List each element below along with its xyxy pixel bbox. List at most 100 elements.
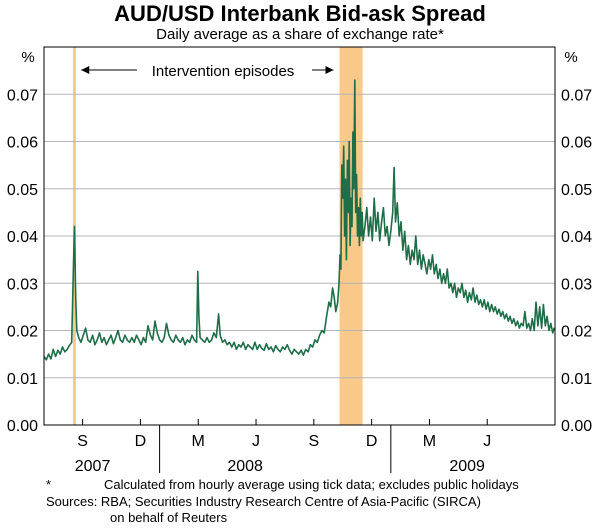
data-point xyxy=(402,249,404,251)
data-point xyxy=(346,159,348,161)
data-point xyxy=(286,344,288,346)
data-point xyxy=(470,299,472,301)
data-point xyxy=(254,341,256,343)
data-point xyxy=(529,329,532,332)
data-point xyxy=(163,337,165,339)
footnote-method-text: Calculated from hourly average using tic… xyxy=(104,477,519,492)
data-point xyxy=(256,348,258,350)
y-tick-label-right: 0.07 xyxy=(561,87,592,104)
data-point xyxy=(426,273,428,275)
data-point xyxy=(75,296,77,298)
data-point xyxy=(57,349,59,351)
data-point xyxy=(92,334,94,336)
data-point xyxy=(247,344,249,346)
data-point xyxy=(494,306,496,308)
data-point xyxy=(450,282,452,284)
data-point xyxy=(340,268,342,270)
data-point xyxy=(386,225,388,228)
data-point xyxy=(337,301,339,303)
data-point xyxy=(377,211,379,213)
data-point xyxy=(356,235,359,237)
data-point xyxy=(483,299,485,301)
data-point xyxy=(55,355,57,358)
data-point xyxy=(455,296,458,298)
data-point xyxy=(272,351,274,353)
y-axis-unit-right: % xyxy=(564,49,577,66)
data-point xyxy=(149,334,151,336)
data-point xyxy=(381,221,383,223)
data-point xyxy=(328,301,330,303)
data-point xyxy=(537,325,539,327)
data-point xyxy=(459,292,461,294)
data-point xyxy=(172,341,175,343)
data-point xyxy=(344,235,346,237)
y-tick-label-left: 0.07 xyxy=(7,87,38,104)
data-point xyxy=(211,339,213,341)
x-tick-label: M xyxy=(423,433,436,450)
data-point xyxy=(115,337,117,339)
data-point xyxy=(533,329,535,332)
data-point xyxy=(129,341,131,343)
x-tick-label: J xyxy=(483,433,491,450)
data-point xyxy=(361,211,363,213)
data-point xyxy=(375,230,377,232)
data-point xyxy=(198,315,200,317)
data-point xyxy=(498,308,500,310)
y-tick-label-right: 0.04 xyxy=(561,229,592,246)
y-tick-label-right: 0.06 xyxy=(561,135,592,152)
data-point xyxy=(59,353,61,355)
data-point xyxy=(284,348,286,350)
data-point xyxy=(108,339,110,341)
data-point xyxy=(326,315,328,317)
y-tick-label-right: 0.01 xyxy=(561,371,592,388)
data-point xyxy=(400,221,402,223)
data-point xyxy=(332,287,334,289)
data-point xyxy=(404,230,406,232)
data-point xyxy=(444,282,446,284)
data-point xyxy=(242,341,244,343)
data-point xyxy=(496,313,498,315)
data-point xyxy=(548,329,550,332)
data-point xyxy=(61,346,64,348)
data-point xyxy=(348,140,350,143)
data-point xyxy=(350,197,352,199)
data-point xyxy=(323,332,325,334)
data-point xyxy=(154,320,156,322)
data-point xyxy=(409,263,411,265)
data-point xyxy=(233,341,235,343)
data-point xyxy=(64,351,66,353)
data-point xyxy=(333,296,335,298)
data-point xyxy=(101,341,103,343)
arrow-left-head xyxy=(81,66,90,74)
data-point xyxy=(516,320,519,322)
data-point xyxy=(245,348,247,350)
data-point xyxy=(52,348,54,350)
data-point xyxy=(94,344,96,346)
data-point xyxy=(277,348,279,350)
chart-title: AUD/USD Interbank Bid-ask Spread xyxy=(114,1,486,26)
data-point xyxy=(446,268,448,270)
data-point xyxy=(330,306,332,308)
data-point xyxy=(161,341,163,343)
data-point xyxy=(270,346,272,348)
data-point xyxy=(133,341,135,343)
data-point xyxy=(159,339,161,341)
data-point xyxy=(371,240,373,242)
data-point xyxy=(228,341,230,343)
x-tick-label: S xyxy=(77,433,88,450)
data-point xyxy=(369,216,372,218)
data-point xyxy=(238,344,240,346)
data-point xyxy=(526,327,528,329)
data-point xyxy=(147,325,149,327)
data-point xyxy=(112,343,114,345)
data-point xyxy=(504,318,506,320)
data-point xyxy=(351,225,353,228)
data-point xyxy=(335,311,337,313)
data-point xyxy=(463,296,465,298)
data-point xyxy=(196,341,198,343)
data-point xyxy=(518,327,521,329)
data-point xyxy=(422,254,424,256)
data-point xyxy=(407,244,409,247)
data-point xyxy=(513,318,515,320)
